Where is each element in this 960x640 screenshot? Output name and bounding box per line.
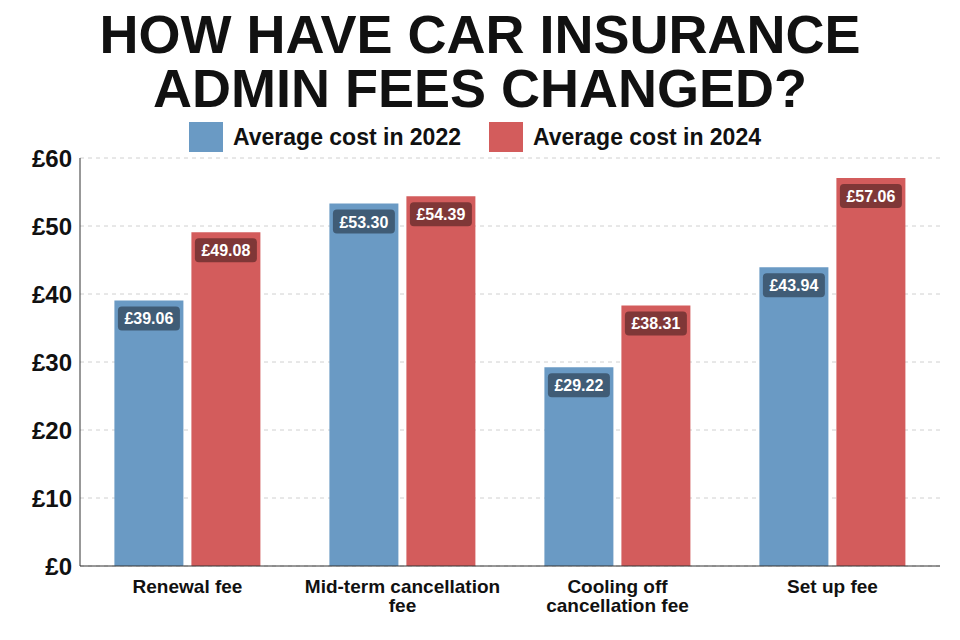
svg-text:£38.31: £38.31 [631,315,680,332]
svg-text:Mid-term cancellationfee: Mid-term cancellationfee [305,576,500,616]
html-text:Average cost in 2022: Average cost in 2022 [233,123,461,150]
svg-text:£49.08: £49.08 [201,242,250,259]
html-text:HOW HAVE CAR INSURANCE ADMIN F: HOW HAVE CAR INSURANCE ADMIN FEES CHANGE… [99,4,861,118]
svg-text:Set up fee: Set up fee [787,576,878,597]
svg-text:£39.06: £39.06 [124,310,173,327]
svg-text:Renewal fee: Renewal fee [133,576,243,597]
html-text:Average cost in 2024: Average cost in 2024 [533,123,761,150]
svg-text:Cooling offcancellation fee: Cooling offcancellation fee [546,576,689,616]
svg-text:£0: £0 [45,553,72,580]
svg-text:£40: £40 [32,281,72,308]
svg-text:£54.39: £54.39 [416,206,465,223]
svg-text:£29.22: £29.22 [554,377,603,394]
svg-text:£10: £10 [32,485,72,512]
svg-text:£53.30: £53.30 [339,214,388,231]
svg-text:£60: £60 [32,145,72,172]
svg-text:£50: £50 [32,213,72,240]
svg-text:£43.94: £43.94 [769,277,818,294]
svg-text:£20: £20 [32,417,72,444]
svg-text:£30: £30 [32,349,72,376]
svg-text:£57.06: £57.06 [846,188,895,205]
